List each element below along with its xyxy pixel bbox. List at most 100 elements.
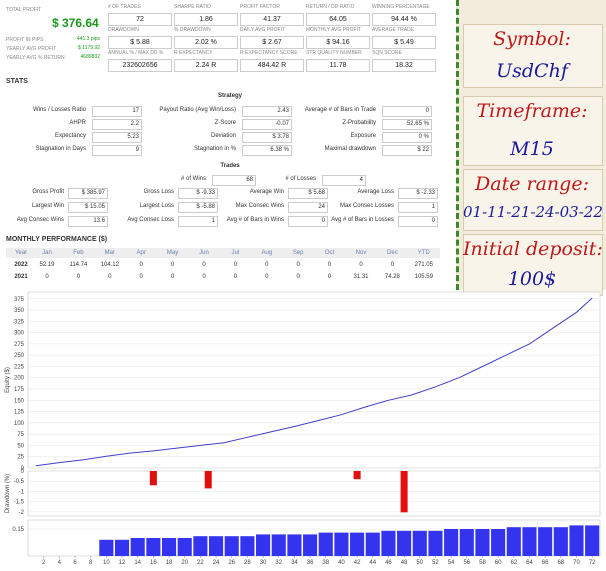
sidebar-label: Timeframe:: [476, 100, 588, 122]
bar: [585, 525, 600, 556]
stat-value: 0: [288, 216, 328, 227]
bar: [428, 530, 443, 556]
x-tick-label: 48: [401, 560, 408, 566]
metric-label: # OF TRADES: [108, 4, 141, 10]
cell: 0: [327, 274, 332, 280]
stat-label: Avg # of Bars in Wins: [226, 217, 284, 223]
stat-label: Max Consec Losses: [339, 203, 394, 209]
bar: [353, 471, 361, 480]
section-title: MONTHLY PERFORMANCE ($): [6, 236, 108, 243]
cell: 0: [390, 262, 395, 268]
stat-label: Z-Probability: [342, 120, 376, 126]
x-tick-label: 40: [338, 560, 345, 566]
cell: 0: [327, 262, 332, 268]
x-tick-label: 64: [526, 560, 533, 566]
x-tick-label: 14: [134, 560, 141, 566]
y-tick-label: -1.5: [14, 500, 25, 506]
cell: 0: [296, 262, 300, 268]
x-tick-label: 42: [354, 560, 361, 566]
summary-value: 4689832: [80, 54, 100, 60]
stat-value: 1: [398, 202, 438, 213]
stat-value: $ 5.68: [288, 188, 328, 199]
stat-label: Avg Consec Loss: [127, 217, 174, 223]
cell: 0: [45, 274, 49, 280]
bar: [114, 539, 130, 556]
y-tick-label: 375: [14, 297, 25, 303]
cell: 0: [139, 262, 143, 268]
stat-value: $ 15.05: [68, 202, 108, 213]
metric-label: AVERAGE TRADE: [372, 27, 415, 33]
cell: 0: [265, 262, 269, 268]
cell: 0: [202, 274, 206, 280]
metric-label: % DRAWDOWN: [174, 27, 211, 33]
equity-line: [35, 297, 593, 467]
metric-value: 41.37: [240, 13, 304, 26]
sidebar-value: M15: [510, 138, 554, 160]
subsection-title: Strategy: [217, 93, 242, 99]
cell: 31.31: [353, 274, 369, 280]
stat-value: -0.07: [242, 119, 292, 130]
stat-value: 0: [398, 216, 438, 227]
metric-label: RETURN / DD RATIO: [306, 4, 355, 10]
stat-label: Gross Loss: [143, 189, 174, 195]
x-tick-label: 30: [260, 560, 267, 566]
column-header: Year: [14, 250, 28, 256]
sidebar: Symbol: UsdChf Timeframe: M15 Date range: 01-…: [456, 0, 606, 296]
cell: 2021: [14, 274, 28, 280]
bar: [350, 532, 365, 556]
bar: [491, 529, 506, 556]
plot-area: [27, 291, 601, 469]
bar: [538, 527, 553, 556]
stat-value: $ 3.78: [242, 132, 292, 143]
y-tick-label: 0: [21, 469, 25, 475]
x-tick-label: 32: [275, 560, 282, 566]
y-tick-label: 0: [21, 466, 25, 472]
bar: [130, 538, 145, 556]
x-tick-label: 72: [589, 560, 596, 566]
x-tick-label: 12: [119, 560, 126, 566]
cell: 0: [233, 274, 238, 280]
stat-label: # of Losses: [285, 176, 316, 182]
bar: [209, 536, 224, 556]
x-tick-label: 24: [213, 560, 220, 566]
sidebar-label: Symbol:: [493, 28, 571, 50]
metric-value: 232602656: [108, 59, 172, 72]
x-tick-label: 52: [432, 560, 439, 566]
sidebar-box: [463, 234, 603, 296]
y-tick-label: 75: [17, 432, 24, 438]
cell: 2022: [14, 262, 28, 268]
stat-value: 9: [92, 145, 142, 156]
column-header: May: [166, 250, 179, 256]
stat-value: 52.65 %: [382, 119, 432, 130]
y-tick-label: -1: [19, 489, 25, 495]
cell: 105.59: [414, 274, 433, 280]
bar: [177, 538, 192, 556]
x-tick-label: 44: [369, 560, 376, 566]
bar: [412, 530, 427, 556]
stat-value: 1: [178, 216, 218, 227]
metric-value: 18.32: [372, 59, 436, 72]
column-header: Sep: [292, 250, 304, 256]
x-tick-label: 54: [448, 560, 455, 566]
summary-label: YEARLY AVG % RETURN: [6, 55, 65, 61]
stat-value: 0 %: [382, 132, 432, 143]
y-tick-label: 350: [14, 308, 25, 314]
sidebar-box: [463, 169, 603, 231]
column-header: Dec: [387, 250, 398, 256]
metric-label: SHARPE RATIO: [174, 4, 211, 10]
stat-value: 24: [288, 202, 328, 213]
cell: 271.05: [414, 262, 433, 268]
column-header: Mar: [104, 250, 115, 256]
column-header: Jan: [42, 250, 52, 256]
bar: [400, 471, 408, 513]
stat-label: Gross Profit: [32, 189, 64, 195]
stat-value: $ -5.88: [178, 202, 218, 213]
bar: [365, 532, 380, 556]
bar: [240, 536, 255, 556]
y-axis-label: Drawdown (%): [5, 474, 11, 513]
y-tick-label: 325: [14, 319, 25, 325]
metric-value: 2.02 %: [174, 36, 238, 49]
cell: 0: [108, 274, 112, 280]
cell: 0: [76, 274, 81, 280]
